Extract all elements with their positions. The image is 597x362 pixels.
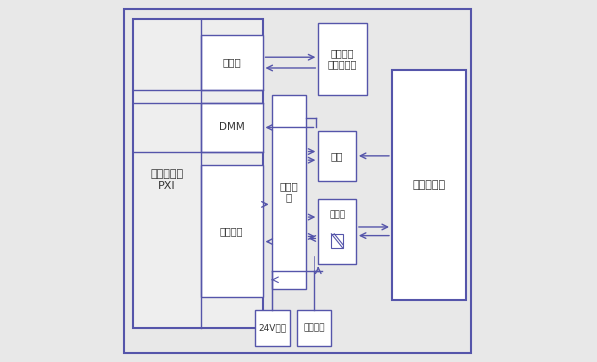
FancyBboxPatch shape: [201, 103, 263, 152]
Text: 被测电路板: 被测电路板: [412, 180, 445, 190]
FancyBboxPatch shape: [318, 131, 356, 181]
FancyBboxPatch shape: [331, 234, 343, 248]
Text: 24V电源: 24V电源: [259, 324, 287, 333]
Text: 矩阵开关: 矩阵开关: [220, 226, 244, 236]
Text: 控制器: 控制器: [222, 58, 241, 68]
FancyBboxPatch shape: [124, 9, 471, 353]
FancyBboxPatch shape: [201, 35, 263, 90]
FancyBboxPatch shape: [272, 95, 306, 289]
Text: 键盘、鼠
标、显示器: 键盘、鼠 标、显示器: [328, 48, 357, 70]
Text: 工业计算机
PXI: 工业计算机 PXI: [150, 169, 183, 191]
Text: 继电器: 继电器: [329, 210, 345, 219]
FancyBboxPatch shape: [133, 19, 263, 328]
Text: 针床: 针床: [331, 151, 343, 161]
FancyBboxPatch shape: [392, 70, 466, 299]
FancyBboxPatch shape: [297, 310, 331, 346]
Text: 接口单
元: 接口单 元: [279, 181, 298, 203]
FancyBboxPatch shape: [256, 310, 290, 346]
FancyBboxPatch shape: [318, 199, 356, 264]
FancyBboxPatch shape: [318, 23, 367, 95]
Text: DMM: DMM: [219, 122, 244, 132]
FancyBboxPatch shape: [201, 165, 263, 298]
Text: 用户设备: 用户设备: [303, 324, 325, 333]
